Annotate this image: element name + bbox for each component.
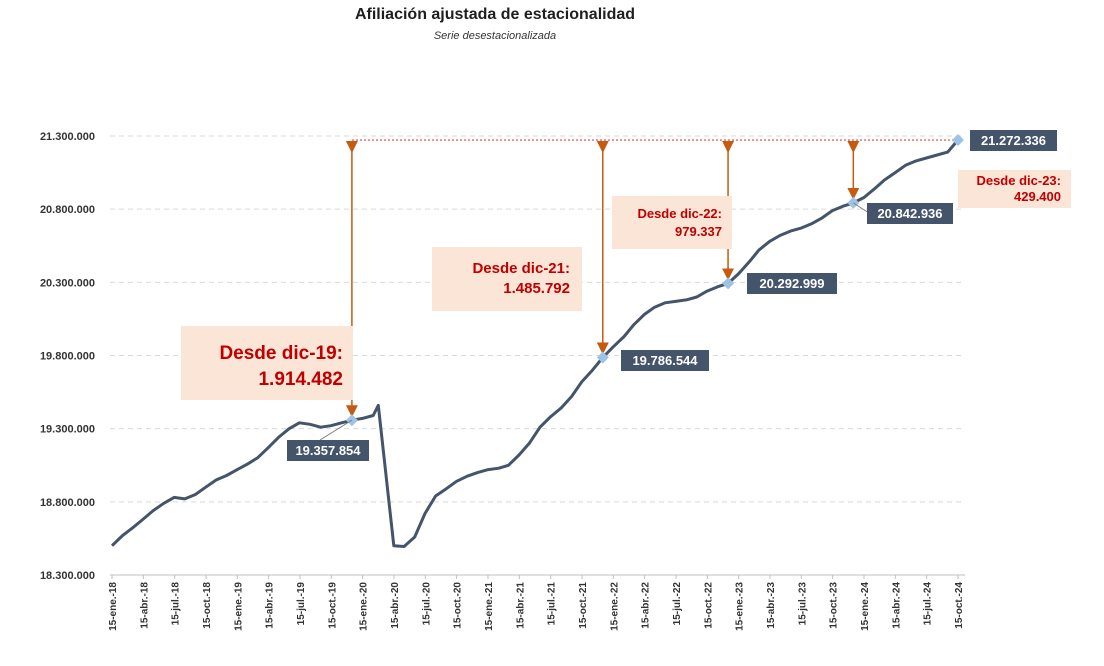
x-tick-label: 15-ene.-22 [609,582,620,631]
value-label: 21.272.336 [981,133,1046,148]
value-label: 20.842.936 [877,206,942,221]
x-tick-label: 15-abr.-20 [390,582,401,629]
annotation-box [432,247,582,311]
x-tick-label: 15-jul.-22 [672,582,683,626]
value-label: 20.292.999 [759,276,824,291]
value-label: 19.357.854 [295,443,361,458]
annotation-label: Desde dic-23: [976,173,1061,188]
data-point-marker [722,277,735,290]
annotation-value: 979.337 [675,224,722,239]
value-label-box [867,203,953,224]
y-tick-label: 20.800.000 [40,204,95,216]
value-label-box [621,350,709,371]
x-axis: 15-ene.-18 15-abr.-18 15-jul.-18 15-oct.-18… [108,574,965,631]
value-label-box [747,273,837,294]
value-labels: 19.357.854 19.786.544 20.292.999 20.842.936… [287,130,1057,461]
x-tick-label: 15-oct.-19 [327,582,338,629]
gridlines [110,135,965,503]
series-line-afiliacion [110,139,960,548]
x-tick-label: 15-oct.-23 [829,582,840,629]
value-label-box [970,130,1057,151]
x-tick-label: 15-jul.-21 [547,582,558,626]
chart-title: Afiliación ajustada de estacionalidad [354,6,636,23]
x-tick-label: 15-abr.-23 [766,582,777,629]
annotations: Desde dic-19: 1.914.482 Desde dic-21: 1.485… [181,170,1071,400]
x-tick-label: 15-jul.-20 [421,582,432,626]
annotation-box [958,170,1071,208]
y-tick-label: 19.300.000 [40,424,95,436]
x-tick-label: 15-ene.-19 [233,582,244,631]
x-tick-label: 15-jul.-19 [296,582,307,626]
x-tick-label: 15-abr.-24 [891,582,902,629]
annotation-value: 1.485.792 [503,280,570,297]
x-tick-label: 15-ene.-18 [108,582,119,631]
leader-line [319,419,353,441]
x-tick-label: 15-jul.-24 [923,582,934,626]
x-tick-label: 15-abr.-19 [265,582,276,629]
x-tick-label: 15-abr.-21 [515,582,526,629]
y-tick-label: 18.300.000 [40,570,95,582]
y-tick-label: 20.300.000 [40,277,95,289]
x-tick-label: 15-oct.-18 [202,582,213,629]
x-tick-label: 15-oct.-21 [578,582,589,629]
y-tick-label: 18.800.000 [40,497,95,509]
y-tick-label: 19.800.000 [40,351,95,363]
annotation-box [181,326,353,400]
annotation-label: Desde dic-19: [219,343,343,364]
x-tick-label: 15-jul.-23 [797,582,808,626]
value-label-box [287,440,369,461]
data-point-marker [952,134,964,147]
annotation-label: Desde dic-21: [472,260,570,277]
annotation-label: Desde dic-22: [637,206,722,221]
x-tick-label: 15-ene.-24 [860,582,871,631]
x-tick-label: 15-oct.-24 [954,582,965,629]
chart-subtitle: Serie desestacionalizada [433,30,557,42]
x-tick-label: 15-jul.-18 [171,582,182,626]
y-tick-label: 21.300.000 [40,131,95,143]
data-point-marker [596,351,609,364]
annotation-value: 1.914.482 [258,369,343,390]
x-tick-label: 15-ene.-21 [484,582,495,631]
annotation-value: 429.400 [1014,189,1061,204]
x-tick-label: 15-ene.-20 [359,582,370,631]
x-tick-label: 15-abr.-18 [139,582,150,629]
x-tick-label: 15-ene.-23 [735,582,746,631]
annotation-box [612,196,732,249]
x-tick-label: 15-abr.-22 [641,582,652,629]
x-tick-label: 15-oct.-22 [703,582,714,629]
leader-line [853,202,870,214]
y-axis: 18.300.000 18.800.000 19.300.000 19.800.000… [40,131,95,582]
value-label: 19.786.544 [632,353,698,368]
x-tick-label: 15-oct.-20 [453,582,464,629]
